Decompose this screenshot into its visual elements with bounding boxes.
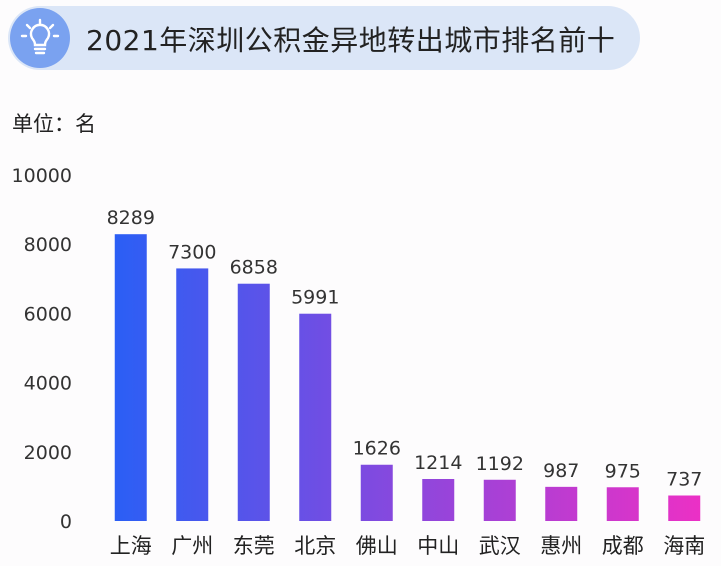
bar-海南 <box>668 495 701 521</box>
data-label: 975 <box>605 460 641 482</box>
lightbulb-icon <box>10 8 70 68</box>
y-tick-label: 2000 <box>24 442 72 464</box>
x-tick-label: 佛山 <box>356 534 398 558</box>
bar-武汉 <box>483 479 516 521</box>
x-tick-label: 中山 <box>417 534 459 558</box>
bar-成都 <box>606 487 639 521</box>
x-tick-label: 武汉 <box>479 534 521 558</box>
bar-惠州 <box>545 486 578 521</box>
x-tick-label: 惠州 <box>540 534 582 558</box>
data-label: 987 <box>543 460 579 482</box>
data-label: 7300 <box>168 241 216 263</box>
data-label: 1214 <box>414 452 462 474</box>
title-banner <box>8 6 640 70</box>
unit-label: 单位：名 <box>12 112 96 136</box>
y-tick-label: 10000 <box>12 165 72 187</box>
x-tick-label: 成都 <box>602 534 644 558</box>
x-tick-label: 上海 <box>110 534 152 558</box>
data-label: 8289 <box>107 207 155 229</box>
bar-广州 <box>176 268 209 521</box>
data-label: 1192 <box>476 453 524 475</box>
data-label: 5991 <box>291 287 339 309</box>
y-tick-label: 4000 <box>24 373 72 395</box>
y-tick-label: 0 <box>60 511 72 533</box>
bar-佛山 <box>360 464 393 521</box>
x-tick-label: 东莞 <box>233 534 275 558</box>
bar-东莞 <box>237 283 270 521</box>
y-tick-label: 6000 <box>24 303 72 325</box>
chart-title: 2021年深圳公积金异地转出城市排名前十 <box>86 24 616 57</box>
x-tick-label: 广州 <box>171 534 213 558</box>
x-tick-label: 海南 <box>663 534 705 558</box>
data-label: 6858 <box>230 257 278 279</box>
bar-北京 <box>299 313 332 521</box>
bar-中山 <box>422 478 455 521</box>
data-label: 1626 <box>353 438 401 460</box>
data-label: 737 <box>666 468 702 490</box>
x-tick-label: 北京 <box>294 534 336 558</box>
bar-上海 <box>114 234 147 521</box>
y-tick-label: 8000 <box>24 234 72 256</box>
